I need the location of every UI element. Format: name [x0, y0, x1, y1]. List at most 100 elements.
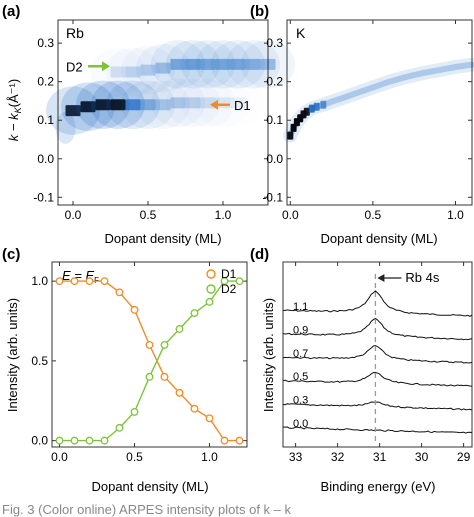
panel-c-series-d1-point: [175, 388, 184, 397]
panel-a-d2-cell: [245, 58, 261, 70]
panel-c-series-d1-point: [100, 277, 109, 286]
panel-d-spectrum-0-3: [282, 401, 473, 411]
panel-d-spectrum-label: 0.7: [293, 348, 308, 360]
panel-a-d2-cell: [155, 62, 171, 74]
panel-a-ylabel: k − kK(Å⁻¹): [6, 79, 23, 141]
panel-a-d2-cell: [125, 66, 141, 78]
panel-a-d1-halo: [121, 80, 175, 129]
panel-c-series-d1-point: [55, 277, 64, 286]
panel-d-spectrum-label: 0.0: [293, 418, 308, 430]
panel-d-ylabel: Intensity (arb. units): [261, 298, 276, 412]
panel-b-heatmap: [283, 57, 474, 143]
panel-c-ytick-label: 0.5: [31, 354, 48, 368]
panel-b-cell: [287, 131, 294, 140]
panel-b-letter: (b): [250, 3, 269, 20]
panel-b: (b) K 0.0 0.5 1.0 -0.1 0.0 0.1 0.2 0.3 Dopant d…: [250, 3, 474, 246]
panel-c-ytick-label: 1.0: [31, 274, 48, 288]
panel-d-axes: 33 32 31 30 29: [289, 262, 471, 464]
panel-a-d2-halo: [211, 40, 265, 89]
panel-a-ytick-label: -0.1: [33, 190, 54, 204]
panel-b-axes: 0.0 0.5 1.0 -0.1 0.0 0.1 0.2 0.3: [262, 20, 472, 222]
panel-c-series-d2-point: [235, 277, 244, 286]
panel-a-d1-label: D1: [234, 98, 251, 113]
panel-b-ytick-label: 0.2: [266, 75, 283, 89]
panel-a-d2-cell: [170, 58, 186, 70]
panel-a: (a) Rb 0.0 0.5 1.0 -0.1 0.0 0.1 0.2 0.3 Dopant …: [2, 3, 295, 246]
panel-d-peak-marker: Rb 4s: [374, 270, 440, 445]
panel-a-d1-cell: [95, 99, 111, 111]
panel-b-band-halo: [283, 57, 474, 143]
panel-a-d1-cell: [125, 99, 141, 111]
panel-a-d2-halo: [151, 40, 205, 89]
panel-a-d1-cell: [185, 97, 201, 109]
panel-a-d2-halo: [136, 43, 190, 93]
panel-b-frame: [286, 19, 473, 206]
panel-d-xlabel: Binding energy (eV): [321, 479, 436, 494]
panel-c-legend-marker: [206, 269, 216, 279]
panel-a-d1-cell: [155, 99, 171, 111]
panel-d: (d) 33 32 31 30 29 1.10.90.70.50.30.0 Rb 4s …: [250, 246, 473, 494]
panel-c-series-d2-point: [100, 436, 109, 445]
panel-a-d1-cell: [170, 97, 186, 109]
panel-b-xlabel: Dopant density (ML): [320, 231, 437, 246]
panel-a-heatmap: [46, 40, 295, 144]
panel-b-inset-label: K: [296, 25, 306, 41]
panel-d-xtick-label: 31: [373, 450, 387, 464]
panel-c-series-d1-point: [220, 436, 229, 445]
panel-c-series-d1-point: [160, 372, 169, 381]
panel-c-series-d2-point: [55, 436, 64, 445]
panel-c-series-d1-point: [115, 288, 124, 297]
panel-a-d1-cell: [230, 97, 246, 109]
panel-a-d2-halo: [196, 40, 250, 89]
panel-c-series-d1-point: [85, 277, 94, 286]
panel-c-letter: (c): [2, 246, 20, 263]
panel-c-series-d1-point: [70, 277, 79, 286]
panel-a-ytick-label: 0.3: [37, 36, 54, 50]
panel-a-d2-halo: [181, 40, 235, 89]
panel-d-spectrum-0-7: [282, 345, 473, 364]
panel-d-spectrum-0-9: [282, 317, 473, 341]
caption-fragment: Fig. 3 (Color online) ARPES intensity pl…: [2, 502, 292, 517]
panel-c-frame: [51, 261, 248, 448]
panel-c-legend-marker: [206, 284, 216, 294]
panel-a-axes: 0.0 0.5 1.0 -0.1 0.0 0.1 0.2 0.3: [33, 20, 268, 222]
panel-d-xtick-label: 29: [457, 450, 471, 464]
panel-a-d2-cell: [200, 58, 216, 70]
panel-a-d1-cell: [110, 99, 126, 111]
panel-a-xtick-label: 0.5: [140, 208, 157, 222]
panel-c-series-d2-point: [160, 340, 169, 349]
panel-a-ylabel-main: k − k: [6, 112, 21, 141]
panel-c-series-d1-point: [130, 305, 139, 314]
panel-b-ytick-label: 0.0: [266, 152, 283, 166]
panel-c-series-d2-point: [205, 297, 214, 306]
panel-d-xtick-label: 30: [415, 450, 429, 464]
panel-d-xtick-label: 32: [331, 450, 345, 464]
panel-c-xlabel: Dopant density (ML): [91, 479, 208, 494]
panel-a-d1-cell: [140, 99, 156, 111]
panel-a-d2-cell: [140, 64, 156, 76]
panel-c-series-d2-point: [190, 309, 199, 317]
panel-b-xtick-label: 0.0: [282, 208, 299, 222]
panel-d-spectrum-1-1: [282, 290, 473, 317]
panel-a-d2-cell: [230, 58, 246, 70]
panel-a-xlabel: Dopant density (ML): [104, 231, 221, 246]
panel-a-d1-cell: [65, 105, 81, 117]
panel-d-xtick-label: 33: [289, 450, 303, 464]
panel-b-xtick-label: 0.5: [365, 208, 382, 222]
panel-a-frame: [57, 19, 269, 206]
panel-c-series-d1-point: [205, 414, 214, 423]
panel-b-cell: [320, 100, 327, 109]
panel-d-spectrum-0-5: [282, 371, 473, 387]
panel-b-cell: [308, 104, 315, 113]
panel-d-spectrum-label: 1.1: [293, 301, 308, 313]
panel-c-series-d1-point: [235, 436, 244, 445]
panel-c-ytick-label: 0.0: [31, 434, 48, 448]
panel-c-series-d2-point: [115, 423, 124, 432]
panel-c-plot: [55, 277, 244, 445]
panel-c-series-d2-point: [175, 325, 184, 333]
panel-a-d2-cell: [215, 58, 231, 70]
panel-a-ytick-label: 0.0: [37, 152, 54, 166]
panel-c-axes: 0.0 0.5 1.0 0.0 0.5 1.0: [31, 262, 247, 464]
